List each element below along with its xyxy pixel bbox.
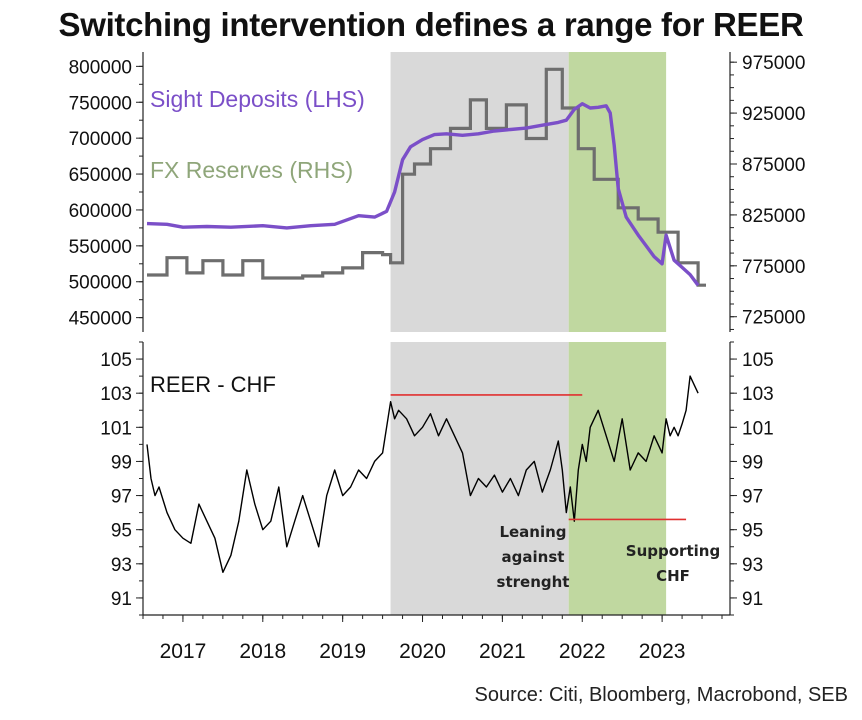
shade-green-panel2 [568, 342, 667, 615]
annotation-leaning-2: against [502, 548, 565, 566]
reer-right-tick-label: 95 [742, 521, 763, 542]
reer-right-tick-label: 105 [742, 350, 774, 371]
x-tick-label: 2017 [160, 640, 207, 663]
right-tick-label: 825000 [742, 206, 805, 227]
annotation-leaning-1: Leaning [499, 523, 566, 541]
reer-right-tick-label: 91 [742, 589, 763, 610]
left-tick-label: 500000 [69, 273, 132, 294]
x-tick-label: 2023 [639, 640, 686, 663]
right-tick-label: 775000 [742, 257, 805, 278]
right-tick-label: 925000 [742, 104, 805, 125]
chart-title: Switching intervention defines a range f… [58, 6, 804, 43]
annotation-supporting-2: CHF [656, 567, 690, 585]
series-lines [146, 67, 706, 573]
left-tick-label: 700000 [69, 129, 132, 150]
x-tick-label: 2022 [559, 640, 606, 663]
chart-labels: Sight Deposits (LHS) FX Reserves (RHS) R… [150, 86, 720, 591]
reer-right-tick-label: 97 [742, 487, 763, 508]
left-tick-label: 750000 [69, 93, 132, 114]
reer-left-tick-label: 105 [100, 350, 132, 371]
x-tick-label: 2018 [239, 640, 286, 663]
reer-left-tick-label: 95 [111, 521, 132, 542]
left-tick-label: 650000 [69, 165, 132, 186]
source-note: Source: Citi, Bloomberg, Macrobond, SEB [474, 684, 848, 706]
right-tick-label: 875000 [742, 155, 805, 176]
annotation-supporting-1: Supporting [626, 542, 720, 560]
reer-left-tick-label: 99 [111, 452, 132, 473]
x-tick-label: 2021 [479, 640, 526, 663]
left-tick-label: 800000 [69, 57, 132, 78]
shade-grey-panel1 [390, 52, 569, 332]
sight-deposits-line [146, 102, 700, 287]
reer-left-tick-label: 93 [111, 555, 132, 576]
left-tick-label: 550000 [69, 237, 132, 258]
reer-right-tick-label: 101 [742, 418, 774, 439]
right-tick-label: 725000 [742, 308, 805, 329]
x-tick-label: 2020 [399, 640, 446, 663]
reer-right-tick-label: 93 [742, 555, 763, 576]
reer-right-tick-label: 99 [742, 452, 763, 473]
x-tick-label: 2019 [319, 640, 366, 663]
axes: 800000 750000 700000 650000 600000 550000 5000… [69, 52, 805, 663]
reer-left-tick-label: 97 [111, 487, 132, 508]
left-tick-label: 600000 [69, 201, 132, 222]
legend-reer-chf: REER - CHF [150, 372, 276, 397]
reer-left-tick-label: 91 [111, 589, 132, 610]
left-tick-label: 450000 [69, 309, 132, 330]
shaded-periods [390, 52, 667, 615]
reer-chf-line [146, 375, 699, 573]
reer-left-tick-label: 101 [100, 418, 132, 439]
legend-fx-reserves: FX Reserves (RHS) [150, 157, 353, 183]
right-tick-label: 975000 [742, 53, 805, 74]
annotation-leaning-3: strenght [497, 573, 570, 591]
legend-sight-deposits: Sight Deposits (LHS) [150, 86, 365, 112]
reer-right-tick-label: 103 [742, 384, 774, 405]
reer-left-tick-label: 103 [100, 384, 132, 405]
